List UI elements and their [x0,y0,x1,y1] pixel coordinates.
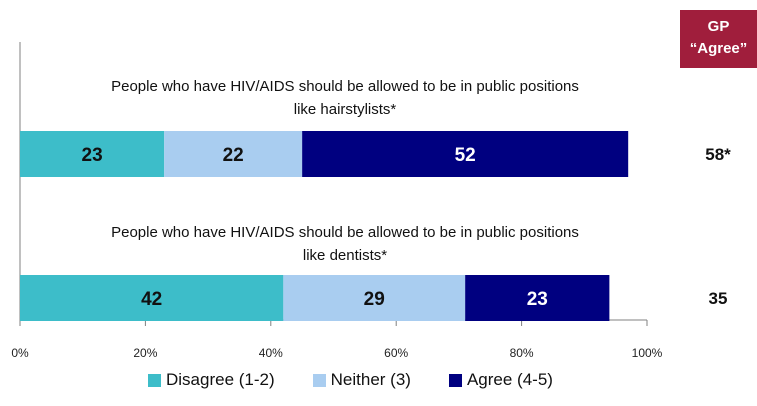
gp-agree-value: 35 [709,289,728,308]
data-label: 29 [364,289,385,310]
gp-header-line2: “Agree” [689,40,748,57]
x-tick-label: 80% [510,346,534,360]
legend-swatch-agree [448,373,462,387]
legend-item-neither: Neither (3) [312,370,411,390]
legend-item-agree: Agree (4-5) [448,370,553,390]
x-tick-label: 100% [632,346,663,360]
legend-label-agree: Agree (4-5) [466,370,553,389]
bar-segment [283,275,466,321]
x-tick-label: 60% [384,346,408,360]
data-label: 23 [82,145,103,166]
bar-segment [302,131,629,177]
legend-swatch-disagree [148,373,161,387]
x-tick-label: 20% [133,346,157,360]
x-tick-label: 0% [11,346,29,360]
data-label: 42 [141,289,162,310]
category-label: People who have HIV/AIDS should be allow… [111,224,579,241]
gp-header-line1: GP [707,18,730,35]
gp-agree-header: GP “Agree” [680,10,757,68]
data-label: 22 [223,145,244,166]
category-label: like hairstylists* [294,101,397,118]
category-label: like dentists* [303,247,387,264]
x-tick-label: 40% [259,346,283,360]
legend-label-neither: Neither (3) [330,370,411,389]
bar-segment [20,275,284,321]
legend-label-disagree: Disagree (1-2) [166,370,275,389]
gp-agree-value: 58* [705,145,731,164]
bar-segment [20,131,165,177]
legend: Disagree (1-2) Neither (3) Agree (4-5) [148,370,591,390]
data-label: 23 [527,289,548,310]
category-label: People who have HIV/AIDS should be allow… [111,78,579,95]
bar-segment [465,275,610,321]
legend-item-disagree: Disagree (1-2) [148,370,275,390]
legend-swatch-neither [312,373,326,387]
data-label: 52 [455,145,476,166]
bar-segment [164,131,303,177]
